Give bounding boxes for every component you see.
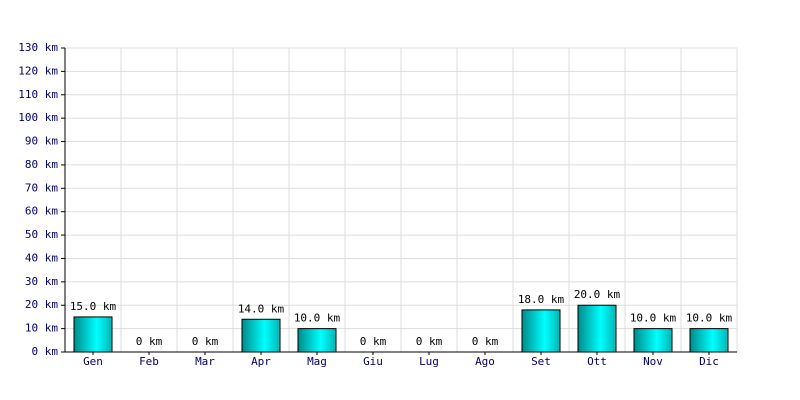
x-tick-label: Giu [363,355,383,368]
x-tick-label: Dic [699,355,719,368]
value-label: 20.0 km [574,288,621,301]
value-label: 14.0 km [238,302,285,315]
y-tick-label: 120 km [18,64,58,77]
y-tick-label: 10 km [25,322,58,335]
bar [577,304,617,353]
bar [241,318,281,353]
value-label: 10.0 km [294,312,341,325]
value-label: 10.0 km [686,312,733,325]
x-tick-label: Ott [587,355,607,368]
y-tick-label: 30 km [25,275,58,288]
y-tick-label: 40 km [25,251,58,264]
x-tick-label: Feb [139,355,159,368]
value-label: 18.0 km [518,293,565,306]
value-label: 0 km [192,335,219,348]
y-tick-label: 100 km [18,111,58,124]
bar [689,328,729,353]
y-tick-label: 130 km [18,41,58,54]
x-tick-label: Set [531,355,551,368]
y-tick-label: 70 km [25,181,58,194]
bar [73,316,113,353]
value-label: 0 km [136,335,163,348]
x-tick-label: Gen [83,355,103,368]
value-label: 0 km [472,335,499,348]
bar [297,328,337,353]
value-label: 0 km [360,335,387,348]
x-tick-label: Nov [643,355,663,368]
y-tick-label: 50 km [25,228,58,241]
x-tick-label: Lug [419,355,439,368]
x-tick-label: Mar [195,355,215,368]
bar [633,328,673,353]
y-tick-label: 20 km [25,298,58,311]
y-tick-label: 0 km [32,345,59,358]
y-tick-label: 80 km [25,158,58,171]
y-tick-label: 110 km [18,88,58,101]
x-tick-label: Mag [307,355,327,368]
x-tick-label: Apr [251,355,271,368]
value-label: 15.0 km [70,300,117,313]
value-label: 10.0 km [630,312,677,325]
y-tick-label: 90 km [25,135,58,148]
bar [521,309,561,353]
value-label: 0 km [416,335,443,348]
x-tick-label: Ago [475,355,495,368]
y-tick-label: 60 km [25,205,58,218]
